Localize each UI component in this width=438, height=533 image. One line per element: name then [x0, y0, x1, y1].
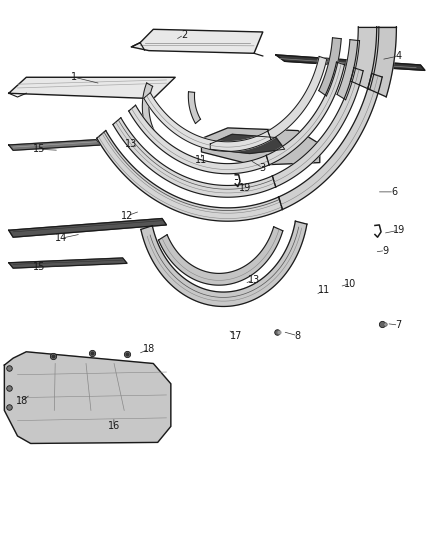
Text: 17: 17 — [230, 331, 243, 341]
Polygon shape — [268, 56, 327, 140]
Text: 15: 15 — [33, 144, 46, 154]
Polygon shape — [113, 118, 276, 197]
Text: 18: 18 — [16, 396, 28, 406]
Polygon shape — [188, 92, 201, 124]
Text: 10: 10 — [344, 279, 357, 288]
Polygon shape — [276, 55, 425, 70]
Polygon shape — [350, 27, 379, 90]
Polygon shape — [141, 221, 307, 306]
Text: 11: 11 — [318, 286, 330, 295]
Text: 15: 15 — [33, 262, 46, 271]
Text: 12: 12 — [121, 211, 133, 221]
Text: 6: 6 — [391, 187, 397, 197]
Text: 8: 8 — [295, 331, 301, 341]
Polygon shape — [337, 39, 360, 100]
Polygon shape — [367, 27, 396, 97]
Polygon shape — [129, 105, 269, 174]
Text: 7: 7 — [396, 320, 402, 330]
Text: 3: 3 — [260, 163, 266, 173]
Polygon shape — [9, 77, 175, 99]
Text: 1: 1 — [71, 72, 78, 82]
Text: 16: 16 — [108, 422, 120, 431]
Polygon shape — [144, 93, 271, 151]
Polygon shape — [131, 29, 263, 53]
Polygon shape — [272, 68, 363, 187]
Text: 19: 19 — [239, 183, 251, 192]
Polygon shape — [201, 128, 320, 165]
Polygon shape — [266, 62, 345, 165]
Polygon shape — [279, 74, 382, 209]
Polygon shape — [210, 134, 285, 154]
Text: 13: 13 — [248, 275, 260, 285]
Polygon shape — [9, 219, 166, 237]
Text: 13: 13 — [125, 139, 138, 149]
Polygon shape — [9, 258, 127, 268]
Polygon shape — [319, 38, 341, 96]
Text: 9: 9 — [382, 246, 389, 255]
Text: 11: 11 — [195, 155, 208, 165]
Text: 4: 4 — [396, 51, 402, 61]
Polygon shape — [159, 227, 283, 285]
Text: 18: 18 — [143, 344, 155, 354]
Text: 19: 19 — [392, 225, 405, 235]
Polygon shape — [9, 140, 101, 150]
Text: 2: 2 — [181, 30, 187, 39]
Polygon shape — [97, 131, 283, 221]
Polygon shape — [4, 352, 171, 443]
Text: 14: 14 — [55, 233, 67, 243]
Polygon shape — [142, 83, 154, 134]
